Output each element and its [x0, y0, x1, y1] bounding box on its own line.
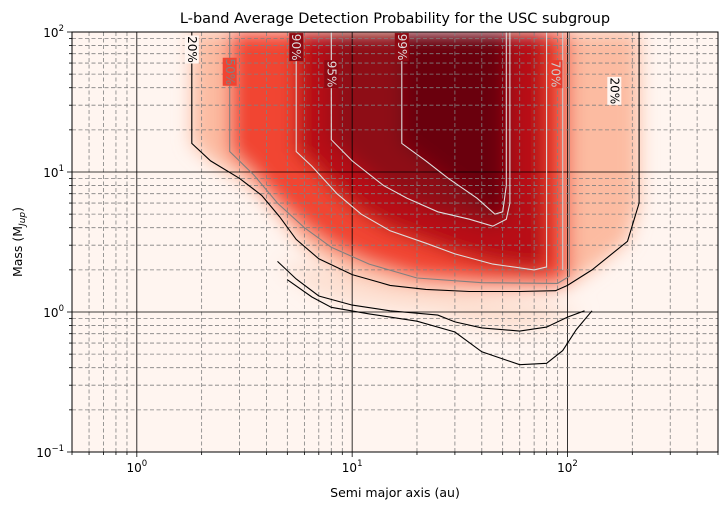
contour-label-bg	[394, 33, 409, 62]
x-tick-base: 10	[126, 461, 141, 475]
y-tick-label: 10−1	[36, 444, 64, 460]
contour-label: 90%	[289, 34, 303, 61]
x-tick-exponent: 1	[357, 459, 362, 469]
contour-line-50	[229, 32, 570, 284]
contour-label-bg	[184, 35, 199, 64]
contour-label-bg	[324, 60, 339, 89]
contour-label: 20%	[607, 77, 621, 104]
contour-label-bg	[289, 33, 304, 62]
x-tick-label: 101	[342, 459, 363, 475]
contour-line-99	[401, 32, 507, 215]
y-tick-label: 101	[43, 164, 64, 180]
y-tick-exponent: 2	[59, 24, 64, 34]
contour-label: 20%	[185, 36, 199, 63]
contour-label-bg	[607, 76, 622, 105]
y-tick-base: 10	[36, 446, 51, 460]
y-tick-base: 10	[43, 166, 58, 180]
plot-area: 20% 50% 90% 95% 99% 70% 20%	[72, 32, 718, 452]
y-tick-label: 100	[43, 304, 64, 320]
grid-layer	[72, 32, 718, 452]
x-tick-exponent: 0	[142, 459, 147, 469]
contour-line-95	[330, 32, 511, 227]
heat-band-99	[401, 32, 507, 215]
x-tick-exponent: 2	[572, 459, 577, 469]
heat-band-10	[277, 261, 585, 332]
y-tick-exponent: 0	[59, 304, 64, 314]
y-tick-label: 102	[43, 24, 64, 40]
y-axis-label: Mass (MJup)	[10, 207, 28, 277]
y-tick-exponent: −1	[51, 444, 64, 454]
contour-line-90	[295, 32, 548, 271]
y-axis-label-main: Mass (M	[10, 226, 25, 277]
contour-line-5	[286, 279, 593, 366]
contour-line-20	[191, 32, 640, 293]
x-tick-label: 102	[557, 459, 578, 475]
y-axis-label-sub: Jup	[18, 212, 28, 228]
y-tick-base: 10	[43, 26, 58, 40]
contour-label: 99%	[395, 34, 409, 61]
y-tick-exponent: 1	[59, 164, 64, 174]
contour-label-bg	[222, 57, 237, 86]
contour-layer	[191, 32, 640, 366]
y-tick-base: 10	[43, 306, 58, 320]
contour-label-layer: 20% 50% 90% 95% 99% 70% 20%	[184, 33, 622, 105]
x-axis-ticks: 100 101 102	[71, 452, 719, 475]
x-tick-label: 100	[126, 459, 147, 475]
x-tick-base: 10	[342, 461, 357, 475]
contour-label: 95%	[324, 61, 338, 88]
chart-title: L-band Average Detection Probability for…	[180, 11, 610, 27]
x-axis-label: Semi major axis (au)	[330, 485, 460, 500]
x-tick-base: 10	[557, 461, 572, 475]
contour-label: 50%	[223, 58, 237, 85]
contour-line-10	[277, 260, 585, 332]
contour-label: 70%	[548, 61, 562, 88]
y-axis-label-end: )	[10, 207, 25, 212]
plot-frame	[71, 31, 719, 453]
contour-label-bg	[548, 60, 563, 89]
